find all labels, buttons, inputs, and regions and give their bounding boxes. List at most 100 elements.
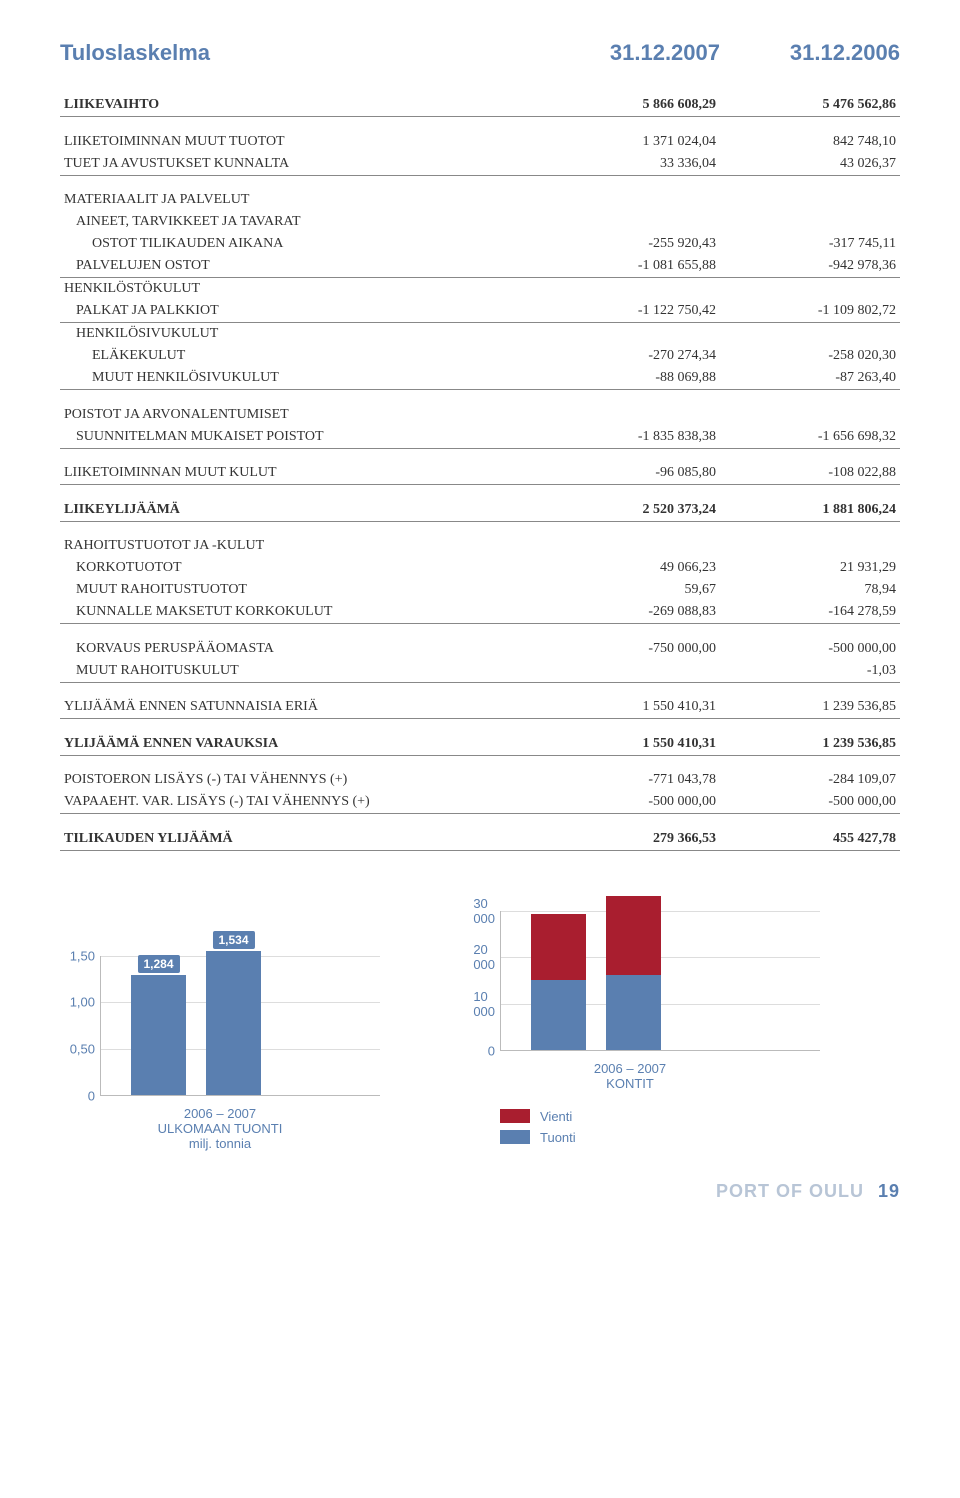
table-row: LIIKETOIMINNAN MUUT KULUT-96 085,80-108 … (60, 462, 900, 485)
chart-legend: Vienti Tuonti (500, 1109, 820, 1145)
table-row: POISTOERON LISÄYS (-) TAI VÄHENNYS (+)-7… (60, 769, 900, 791)
row-label: SUUNNITELMAN MUKAISET POISTOT (60, 426, 540, 449)
row-value-2006: 1 881 806,24 (720, 499, 900, 522)
income-statement-table: LIIKEVAIHTO5 866 608,295 476 562,86LIIKE… (60, 94, 900, 851)
row-value-2006: -942 978,36 (720, 255, 900, 278)
legend-swatch (500, 1109, 530, 1123)
bar-value-label: 1,534 (212, 931, 254, 949)
row-value-2006: 455 427,78 (720, 828, 900, 851)
row-value-2007: -88 069,88 (540, 367, 720, 390)
bar-segment (606, 896, 661, 975)
row-label: YLIJÄÄMÄ ENNEN VARAUKSIA (60, 733, 540, 756)
y-tick-label: 1,50 (70, 948, 101, 963)
row-label: MUUT RAHOITUSTUOTOT (60, 579, 540, 601)
legend-label: Tuonti (540, 1130, 576, 1145)
chart-right-period: 2006 – 2007 (440, 1061, 820, 1076)
table-row: PALVELUJEN OSTOT-1 081 655,88-942 978,36 (60, 255, 900, 278)
table-row (60, 814, 900, 828)
table-row (60, 485, 900, 499)
table-row: MUUT HENKILÖSIVUKULUT-88 069,88-87 263,4… (60, 367, 900, 390)
row-value-2006 (720, 189, 900, 211)
row-value-2007: 1 550 410,31 (540, 696, 720, 719)
table-row: KORKOTUOTOT49 066,2321 931,29 (60, 557, 900, 579)
row-value-2007: -270 274,34 (540, 345, 720, 367)
row-label: TUET JA AVUSTUKSET KUNNALTA (60, 153, 540, 176)
row-value-2007: -771 043,78 (540, 769, 720, 791)
row-label: POISTOERON LISÄYS (-) TAI VÄHENNYS (+) (60, 769, 540, 791)
table-row (60, 390, 900, 404)
row-value-2007: 2 520 373,24 (540, 499, 720, 522)
row-value-2007: -96 085,80 (540, 462, 720, 485)
chart-left-title: ULKOMAAN TUONTI (60, 1121, 380, 1136)
table-row: VAPAAEHT. VAR. LISÄYS (-) TAI VÄHENNYS (… (60, 791, 900, 814)
row-value-2006: -1 109 802,72 (720, 300, 900, 323)
charts-section: 1,501,000,5001,2841,534 2006 – 2007 ULKO… (60, 911, 900, 1151)
row-value-2006: 43 026,37 (720, 153, 900, 176)
table-row: RAHOITUSTUOTOT JA -KULUT (60, 535, 900, 557)
row-value-2007 (540, 404, 720, 426)
row-label: HENKILÖSIVUKULUT (60, 323, 540, 346)
row-value-2006 (720, 404, 900, 426)
table-row: YLIJÄÄMÄ ENNEN SATUNNAISIA ERIÄ1 550 410… (60, 696, 900, 719)
bar-value-label: 1,284 (137, 955, 179, 973)
table-header: Tuloslaskelma 31.12.2007 31.12.2006 (60, 40, 900, 66)
row-value-2007: -750 000,00 (540, 638, 720, 660)
row-value-2006: -500 000,00 (720, 638, 900, 660)
row-label: POISTOT JA ARVONALENTUMISET (60, 404, 540, 426)
table-row: SUUNNITELMAN MUKAISET POISTOT-1 835 838,… (60, 426, 900, 449)
row-value-2006: 842 748,10 (720, 131, 900, 153)
table-row: POISTOT JA ARVONALENTUMISET (60, 404, 900, 426)
row-value-2007: 49 066,23 (540, 557, 720, 579)
chart-right-title: KONTIT (440, 1076, 820, 1091)
row-label: KORVAUS PERUSPÄÄOMASTA (60, 638, 540, 660)
table-row (60, 521, 900, 535)
row-label: KORKOTUOTOT (60, 557, 540, 579)
legend-label: Vienti (540, 1109, 572, 1124)
row-value-2006: -258 020,30 (720, 345, 900, 367)
row-value-2006: -108 022,88 (720, 462, 900, 485)
bar: 1,534 (206, 951, 261, 1094)
chart-ulkomaan-tuonti: 1,501,000,5001,2841,534 2006 – 2007 ULKO… (60, 956, 380, 1151)
row-value-2007: 33 336,04 (540, 153, 720, 176)
row-value-2006 (720, 535, 900, 557)
table-row: TUET JA AVUSTUKSET KUNNALTA33 336,0443 0… (60, 153, 900, 176)
stacked-bar (606, 896, 661, 1050)
table-row: TILIKAUDEN YLIJÄÄMÄ279 366,53455 427,78 (60, 828, 900, 851)
row-label: LIIKETOIMINNAN MUUT TUOTOT (60, 131, 540, 153)
row-value-2007: 5 866 608,29 (540, 94, 720, 117)
table-row: YLIJÄÄMÄ ENNEN VARAUKSIA1 550 410,311 23… (60, 733, 900, 756)
row-value-2006 (720, 278, 900, 301)
row-value-2006: -284 109,07 (720, 769, 900, 791)
row-label: VAPAAEHT. VAR. LISÄYS (-) TAI VÄHENNYS (… (60, 791, 540, 814)
row-value-2006: -164 278,59 (720, 601, 900, 624)
row-label: TILIKAUDEN YLIJÄÄMÄ (60, 828, 540, 851)
row-value-2006 (720, 323, 900, 346)
y-tick-label: 30 000 (473, 896, 501, 926)
row-label: LIIKETOIMINNAN MUUT KULUT (60, 462, 540, 485)
y-tick-label: 0 (88, 1088, 101, 1103)
row-value-2007 (540, 660, 720, 683)
y-tick-label: 0 (488, 1043, 501, 1058)
row-value-2007 (540, 323, 720, 346)
table-row (60, 117, 900, 131)
row-value-2006: -1,03 (720, 660, 900, 683)
chart-kontit: 30 00020 00010 0000 2006 – 2007 KONTIT V… (440, 911, 820, 1151)
row-value-2006: -317 745,11 (720, 233, 900, 255)
col-2007: 31.12.2007 (540, 40, 720, 66)
row-label: KUNNALLE MAKSETUT KORKOKULUT (60, 601, 540, 624)
legend-swatch (500, 1130, 530, 1144)
bar-segment (531, 980, 586, 1050)
chart-left-period: 2006 – 2007 (60, 1106, 380, 1121)
table-row (60, 175, 900, 189)
row-value-2007: -1 122 750,42 (540, 300, 720, 323)
row-value-2007: 59,67 (540, 579, 720, 601)
table-row: HENKILÖSIVUKULUT (60, 323, 900, 346)
row-value-2007 (540, 211, 720, 233)
row-label: ELÄKEKULUT (60, 345, 540, 367)
row-value-2007 (540, 278, 720, 301)
row-label: MATERIAALIT JA PALVELUT (60, 189, 540, 211)
table-row: OSTOT TILIKAUDEN AIKANA-255 920,43-317 7… (60, 233, 900, 255)
page-footer: PORT OF OULU 19 (60, 1181, 900, 1202)
row-label: PALKAT JA PALKKIOT (60, 300, 540, 323)
row-value-2007: -1 835 838,38 (540, 426, 720, 449)
